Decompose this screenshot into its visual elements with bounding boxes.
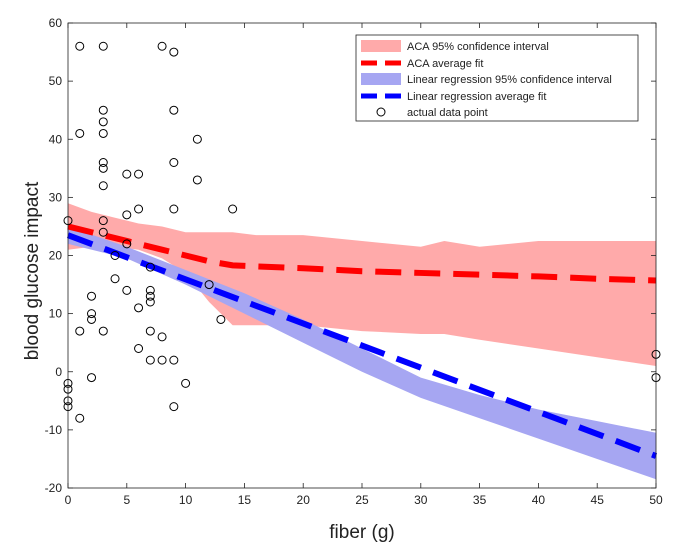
legend-item-lr-fit: Linear regression average fit	[361, 91, 546, 103]
legend-swatch-lr-ci	[361, 73, 401, 85]
data-point-26	[122, 210, 132, 220]
data-point-10	[87, 309, 97, 319]
x-tick-label-0: 0	[65, 493, 72, 507]
x-tick-label-4: 20	[297, 493, 311, 507]
plot-area	[63, 22, 661, 489]
data-point-33	[145, 262, 155, 272]
legend-label-data-point: actual data point	[407, 107, 488, 119]
data-point-17	[98, 158, 108, 167]
data-point-49	[192, 134, 202, 144]
data-point-44	[169, 158, 179, 167]
fit-lines	[66, 223, 658, 459]
x-axis-title: fiber (g)	[329, 522, 394, 543]
legend: ACA 95% confidence interval ACA average …	[355, 34, 639, 122]
data-point-39	[157, 41, 167, 51]
x-tick-label-7: 35	[473, 493, 487, 507]
data-point-6	[75, 128, 85, 138]
data-point-27	[122, 239, 132, 249]
x-tick-label-1: 5	[123, 493, 130, 507]
data-point-36	[145, 297, 155, 307]
legend-label-aca-ci: ACA 95% confidence interval	[407, 41, 549, 53]
data-point-42	[169, 47, 179, 57]
data-point-8	[75, 413, 85, 423]
x-tick-label-9: 45	[591, 493, 605, 507]
data-point-22	[98, 326, 108, 336]
data-point-15	[98, 117, 108, 127]
data-point-9	[87, 291, 97, 301]
data-point-45	[169, 204, 179, 214]
data-point-50	[192, 175, 202, 185]
y-tick-label-8: 60	[49, 16, 63, 30]
x-tick-label-2: 10	[179, 493, 193, 507]
data-point-30	[134, 204, 144, 214]
data-point-5	[75, 41, 85, 51]
legend-item-aca-ci: ACA 95% confidence interval	[361, 40, 549, 53]
data-point-13	[98, 41, 108, 51]
data-point-51	[204, 280, 214, 290]
data-point-21	[98, 227, 108, 237]
data-point-23	[110, 251, 120, 260]
x-tick-label-8: 40	[532, 493, 546, 507]
data-point-53	[228, 204, 238, 214]
data-point-18	[98, 163, 108, 173]
data-point-14	[98, 105, 108, 115]
y-tick-label-2: 0	[55, 365, 62, 379]
fit-line-1	[67, 223, 657, 284]
data-point-29	[134, 169, 144, 179]
data-point-19	[98, 181, 108, 191]
y-tick-label-5: 30	[49, 190, 63, 204]
legend-box	[355, 34, 639, 122]
data-point-40	[157, 332, 167, 342]
legend-item-lr-ci: Linear regression 95% confidence interva…	[361, 73, 612, 86]
data-point-28	[122, 285, 132, 295]
x-tick-label-6: 30	[414, 493, 428, 507]
data-point-34	[145, 285, 155, 295]
data-point-47	[169, 402, 179, 412]
data-point-32	[134, 344, 144, 353]
x-tick-label-3: 15	[238, 493, 252, 507]
legend-label-aca-fit: ACA average fit	[407, 58, 483, 70]
y-axis-title: blood glucose impact	[22, 181, 43, 360]
data-point-7	[75, 326, 85, 336]
y-tick-label-1: -10	[45, 423, 63, 437]
x-tick-label-10: 50	[649, 493, 663, 507]
x-axis-ticks: 0 5 10 15 20 25 30 35 40 45 50	[65, 23, 663, 507]
legend-swatch-aca-ci	[361, 40, 401, 52]
data-point-20	[98, 216, 108, 226]
data-point-38	[145, 355, 155, 365]
fit-line-3	[66, 232, 658, 459]
confidence-band-0	[68, 203, 656, 366]
data-point-11	[87, 314, 97, 324]
data-point-31	[134, 303, 144, 313]
data-point-52	[216, 314, 226, 324]
data-point-46	[169, 355, 179, 365]
legend-item-data-point: actual data point	[376, 107, 488, 119]
legend-item-aca-fit: ACA average fit	[361, 58, 483, 70]
data-point-35	[145, 291, 155, 301]
data-point-48	[181, 378, 191, 388]
data-point-12	[87, 373, 97, 383]
legend-swatch-data-point	[376, 107, 386, 117]
data-point-16	[98, 128, 108, 138]
legend-label-lr-fit: Linear regression average fit	[407, 91, 546, 103]
y-tick-label-6: 40	[49, 132, 63, 146]
y-tick-label-0: -20	[45, 481, 63, 495]
x-tick-label-5: 25	[355, 493, 369, 507]
data-point-25	[122, 169, 132, 179]
data-point-24	[110, 274, 120, 284]
y-tick-label-4: 20	[49, 249, 63, 263]
data-point-37	[145, 326, 155, 336]
y-axis-ticks: -20 -10 0 10 20 30 40 50 60	[45, 16, 656, 495]
y-tick-label-7: 50	[49, 74, 63, 88]
data-point-43	[169, 105, 179, 115]
data-point-41	[157, 355, 167, 365]
y-tick-label-3: 10	[49, 307, 63, 321]
legend-label-lr-ci: Linear regression 95% confidence interva…	[407, 74, 612, 86]
